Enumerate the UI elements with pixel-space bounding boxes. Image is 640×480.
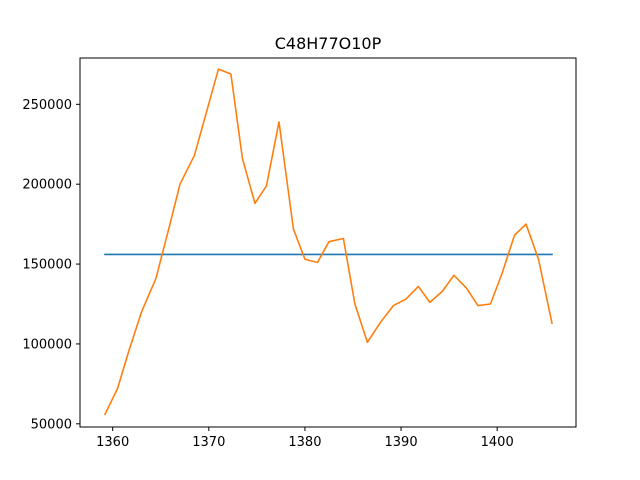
y-tick-label: 200000 [22,178,72,193]
plot-area: 1360 1370 1380 1390 1400 50000 100000 150000 200… [22,57,577,450]
series-line-2 [103,68,553,416]
y-tick-label: 150000 [22,258,72,273]
x-tick-label: 1360 [96,435,129,450]
axes-frame [79,57,577,428]
x-tick-label: 1390 [385,435,418,450]
y-tick-label: 100000 [22,337,72,352]
chart-title: C48H77O10P [275,34,382,53]
y-tick-label: 50000 [31,417,72,432]
x-tick-label: 1380 [288,435,321,450]
x-tick-label: 1370 [192,435,225,450]
y-tick-label: 250000 [22,98,72,113]
x-tick-label: 1400 [481,435,514,450]
